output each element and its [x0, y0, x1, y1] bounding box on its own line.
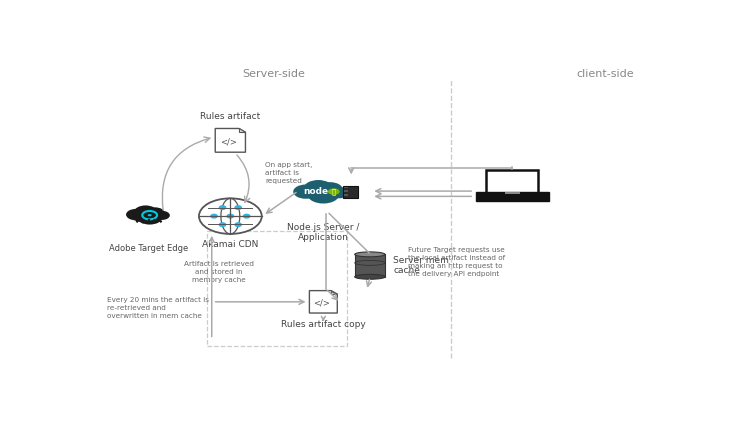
Bar	[486, 170, 538, 193]
Text: Future Target requests use
the local artifact instead of
making an http request : Future Target requests use the local art…	[408, 247, 505, 277]
Text: Ⓝ: Ⓝ	[332, 188, 336, 195]
Circle shape	[154, 211, 170, 220]
Circle shape	[329, 187, 350, 198]
FancyArrowPatch shape	[327, 290, 338, 300]
FancyBboxPatch shape	[344, 190, 349, 192]
Polygon shape	[215, 128, 245, 152]
FancyArrowPatch shape	[322, 316, 326, 320]
Circle shape	[132, 211, 151, 222]
Circle shape	[160, 221, 162, 222]
Circle shape	[235, 206, 242, 209]
FancyBboxPatch shape	[344, 187, 349, 188]
Polygon shape	[310, 291, 338, 313]
Circle shape	[134, 205, 157, 218]
Circle shape	[227, 214, 233, 218]
Circle shape	[136, 210, 163, 225]
Circle shape	[293, 184, 318, 199]
Circle shape	[219, 223, 226, 226]
Text: Adobe Target Edge: Adobe Target Edge	[110, 244, 188, 253]
FancyArrowPatch shape	[349, 168, 354, 173]
FancyArrowPatch shape	[266, 193, 296, 213]
Text: Server-side: Server-side	[242, 69, 305, 80]
Text: client-side: client-side	[577, 69, 634, 80]
Text: Rules artifact copy: Rules artifact copy	[281, 320, 366, 329]
Circle shape	[235, 223, 242, 226]
Text: Artifact is retrieved
and stored in
memory cache: Artifact is retrieved and stored in memo…	[184, 261, 254, 282]
Text: Every 20 mins the artifact is
re-retrieved and
overwritten in mem cache: Every 20 mins the artifact is re-retriev…	[106, 297, 208, 319]
Text: Server mem
cache: Server mem cache	[393, 256, 449, 275]
Circle shape	[154, 222, 157, 223]
FancyArrowPatch shape	[376, 194, 471, 199]
Polygon shape	[332, 291, 338, 294]
FancyArrowPatch shape	[215, 299, 304, 304]
Text: node: node	[303, 187, 328, 196]
Ellipse shape	[355, 274, 385, 279]
Bar	[355, 254, 385, 277]
Circle shape	[148, 222, 150, 223]
Circle shape	[199, 198, 262, 234]
Circle shape	[244, 214, 250, 218]
FancyArrowPatch shape	[237, 155, 250, 202]
Circle shape	[317, 182, 343, 196]
FancyBboxPatch shape	[343, 186, 358, 198]
FancyArrowPatch shape	[367, 279, 371, 286]
Bar	[476, 192, 548, 201]
Text: Akamai CDN: Akamai CDN	[202, 240, 259, 249]
Circle shape	[211, 214, 218, 218]
Circle shape	[136, 221, 139, 222]
Circle shape	[142, 222, 144, 223]
Circle shape	[148, 214, 152, 216]
Circle shape	[308, 185, 339, 203]
FancyArrowPatch shape	[209, 238, 214, 337]
Text: Node.js Server /
Application: Node.js Server / Application	[287, 223, 359, 242]
Ellipse shape	[355, 252, 385, 257]
Circle shape	[304, 180, 333, 196]
Text: Rules artifact: Rules artifact	[200, 112, 260, 121]
Polygon shape	[238, 128, 245, 132]
Text: On app start,
artifact is
requested: On app start, artifact is requested	[266, 162, 313, 184]
Circle shape	[219, 206, 226, 209]
Circle shape	[146, 207, 164, 218]
FancyArrowPatch shape	[376, 189, 471, 193]
Circle shape	[328, 188, 340, 195]
Bar	[505, 192, 520, 194]
Circle shape	[126, 209, 146, 220]
FancyArrowPatch shape	[162, 137, 210, 210]
Bar	[207, 231, 346, 346]
Text: </>: </>	[314, 298, 331, 307]
FancyBboxPatch shape	[344, 194, 349, 196]
Text: </>: </>	[220, 137, 237, 146]
